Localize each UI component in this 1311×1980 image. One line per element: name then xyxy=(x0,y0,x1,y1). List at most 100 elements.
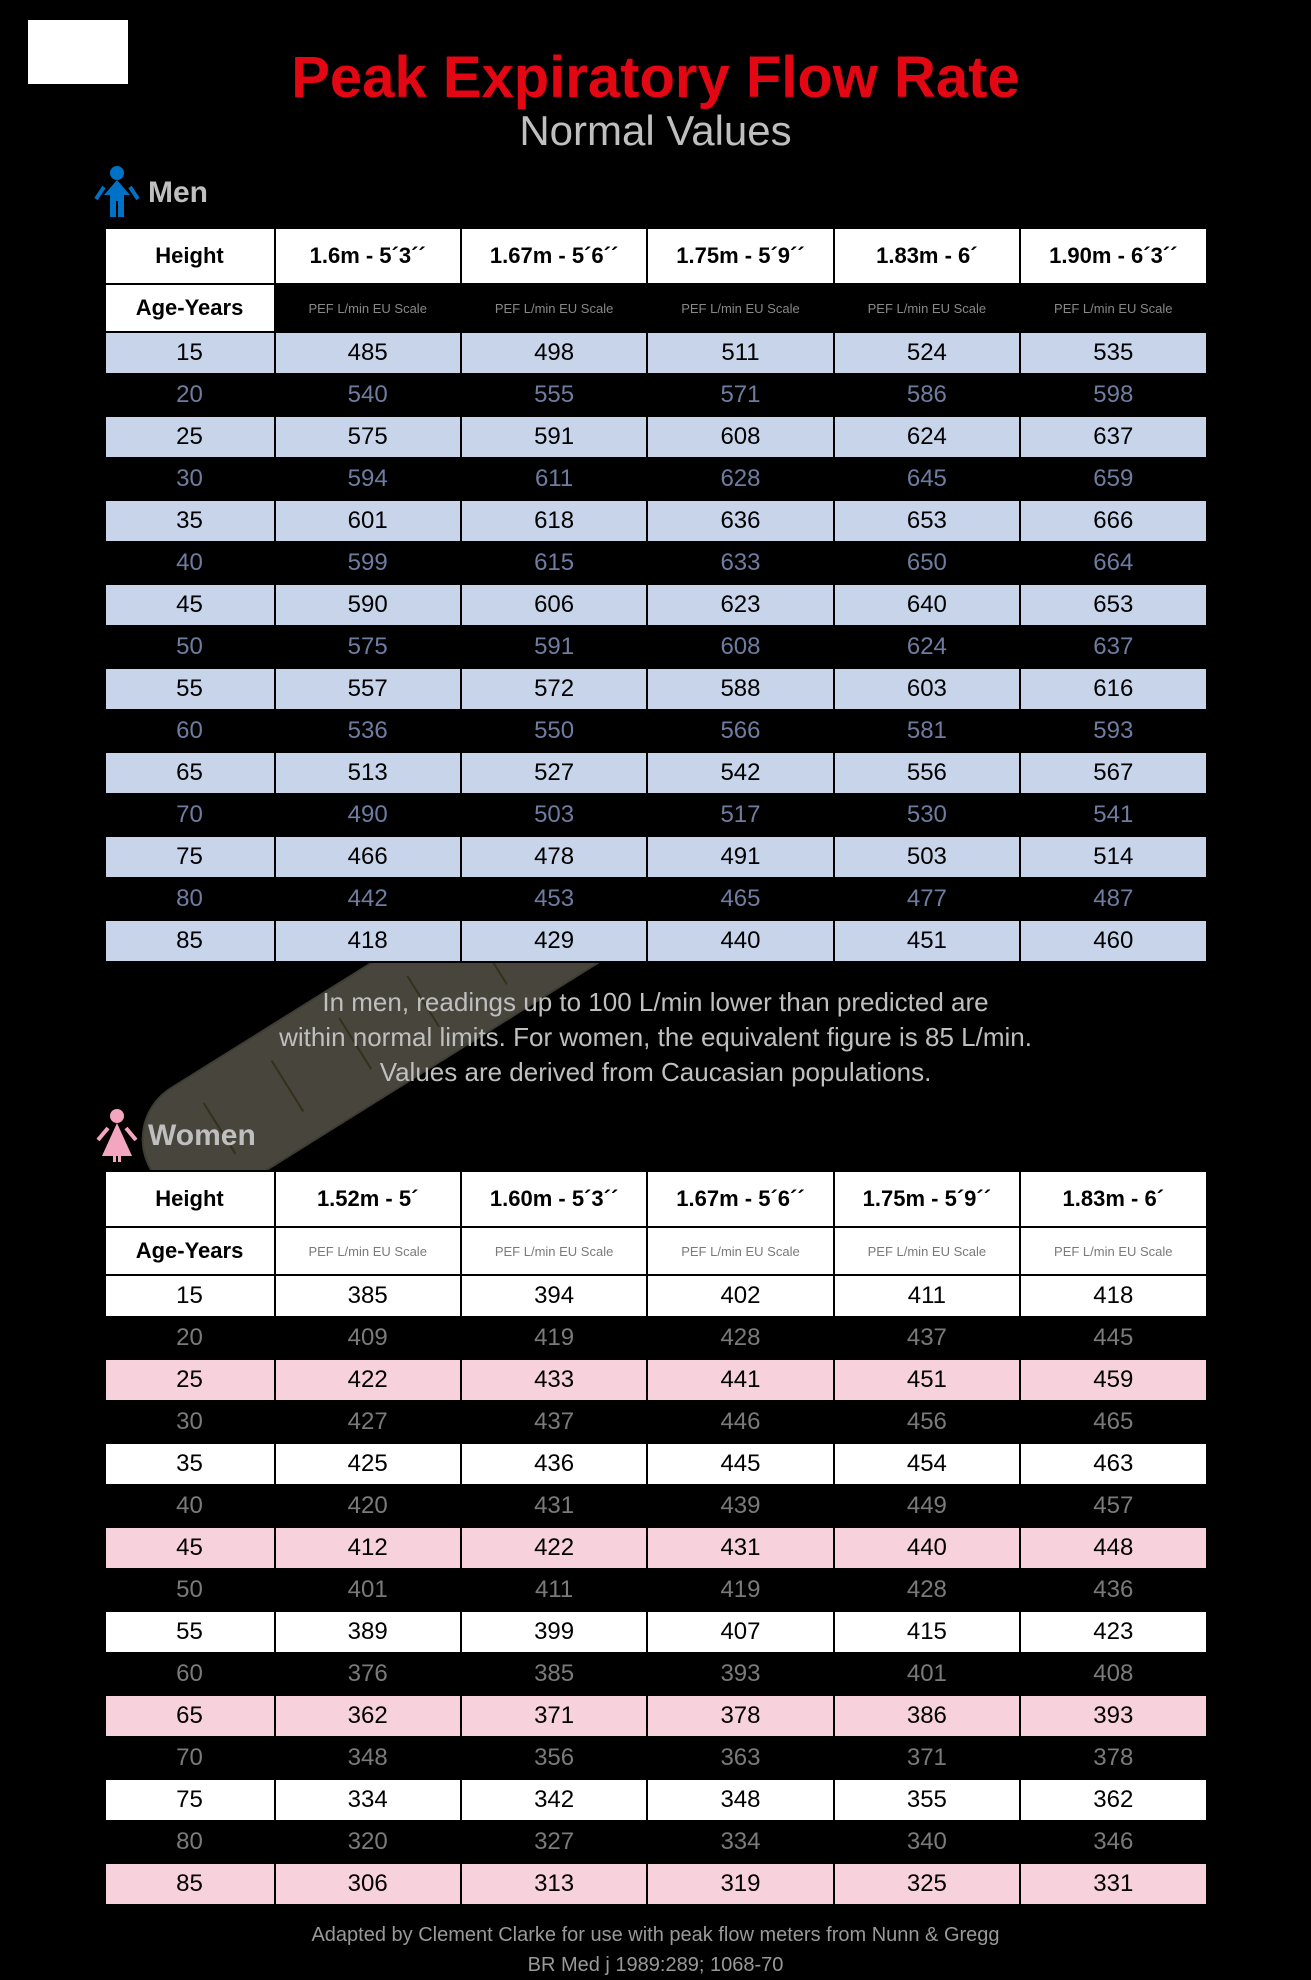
value-cell: 348 xyxy=(275,1737,461,1779)
height-column-header: 1.83m - 6´ xyxy=(1020,1171,1206,1227)
women-section-header: Women xyxy=(94,1108,1311,1164)
table-row: 80442453465477487 xyxy=(105,878,1207,920)
age-cell: 30 xyxy=(105,458,275,500)
table-row: 20409419428437445 xyxy=(105,1317,1207,1359)
value-cell: 540 xyxy=(275,374,461,416)
value-cell: 633 xyxy=(647,542,833,584)
age-cell: 85 xyxy=(105,1863,275,1905)
value-cell: 555 xyxy=(461,374,647,416)
value-cell: 440 xyxy=(647,920,833,962)
unit-subheader: PEF L/min EU Scale xyxy=(461,284,647,332)
men-age-header: Age-Years xyxy=(105,284,275,332)
height-column-header: 1.75m - 5´9´´ xyxy=(834,1171,1020,1227)
value-cell: 653 xyxy=(834,500,1020,542)
age-cell: 85 xyxy=(105,920,275,962)
age-cell: 35 xyxy=(105,1443,275,1485)
age-cell: 30 xyxy=(105,1401,275,1443)
value-cell: 451 xyxy=(834,1359,1020,1401)
value-cell: 448 xyxy=(1020,1527,1206,1569)
value-cell: 340 xyxy=(834,1821,1020,1863)
value-cell: 566 xyxy=(647,710,833,752)
value-cell: 445 xyxy=(647,1443,833,1485)
note-line: In men, readings up to 100 L/min lower t… xyxy=(156,985,1156,1020)
value-cell: 418 xyxy=(275,920,461,962)
age-cell: 65 xyxy=(105,1695,275,1737)
value-cell: 572 xyxy=(461,668,647,710)
value-cell: 628 xyxy=(647,458,833,500)
value-cell: 454 xyxy=(834,1443,1020,1485)
table-row: 80320327334340346 xyxy=(105,1821,1207,1863)
value-cell: 436 xyxy=(461,1443,647,1485)
value-cell: 431 xyxy=(461,1485,647,1527)
table-row: 65513527542556567 xyxy=(105,752,1207,794)
man-icon xyxy=(94,165,140,221)
value-cell: 466 xyxy=(275,836,461,878)
value-cell: 487 xyxy=(1020,878,1206,920)
value-cell: 541 xyxy=(1020,794,1206,836)
citation: Adapted by Clement Clarke for use with p… xyxy=(0,1920,1311,1980)
value-cell: 423 xyxy=(1020,1611,1206,1653)
value-cell: 399 xyxy=(461,1611,647,1653)
value-cell: 490 xyxy=(275,794,461,836)
table-row: 25575591608624637 xyxy=(105,416,1207,458)
value-cell: 401 xyxy=(275,1569,461,1611)
value-cell: 371 xyxy=(834,1737,1020,1779)
height-column-header: 1.67m - 5´6´´ xyxy=(647,1171,833,1227)
age-cell: 15 xyxy=(105,332,275,374)
women-table: Height 1.52m - 5´1.60m - 5´3´´1.67m - 5´… xyxy=(104,1170,1208,1906)
height-column-header: 1.6m - 5´3´´ xyxy=(275,228,461,284)
value-cell: 320 xyxy=(275,1821,461,1863)
men-section-label: Men xyxy=(148,176,208,210)
height-column-header: 1.60m - 5´3´´ xyxy=(461,1171,647,1227)
unit-subheader: PEF L/min EU Scale xyxy=(647,1227,833,1275)
value-cell: 457 xyxy=(1020,1485,1206,1527)
interpretation-note: In men, readings up to 100 L/min lower t… xyxy=(156,985,1156,1090)
table-row: 35601618636653666 xyxy=(105,500,1207,542)
table-row: 50401411419428436 xyxy=(105,1569,1207,1611)
value-cell: 616 xyxy=(1020,668,1206,710)
table-row: 75466478491503514 xyxy=(105,836,1207,878)
value-cell: 593 xyxy=(1020,710,1206,752)
table-row: 85306313319325331 xyxy=(105,1863,1207,1905)
value-cell: 594 xyxy=(275,458,461,500)
value-cell: 411 xyxy=(461,1569,647,1611)
value-cell: 362 xyxy=(275,1695,461,1737)
value-cell: 346 xyxy=(1020,1821,1206,1863)
value-cell: 418 xyxy=(1020,1275,1206,1317)
note-line: Values are derived from Caucasian popula… xyxy=(156,1055,1156,1090)
citation-line: BR Med j 1989:289; 1068-70 xyxy=(0,1950,1311,1980)
value-cell: 590 xyxy=(275,584,461,626)
value-cell: 408 xyxy=(1020,1653,1206,1695)
table-row: 70490503517530541 xyxy=(105,794,1207,836)
value-cell: 485 xyxy=(275,332,461,374)
value-cell: 393 xyxy=(647,1653,833,1695)
value-cell: 606 xyxy=(461,584,647,626)
age-cell: 75 xyxy=(105,836,275,878)
value-cell: 313 xyxy=(461,1863,647,1905)
age-cell: 45 xyxy=(105,1527,275,1569)
value-cell: 437 xyxy=(461,1401,647,1443)
unit-subheader: PEF L/min EU Scale xyxy=(275,284,461,332)
table-row: 25422433441451459 xyxy=(105,1359,1207,1401)
value-cell: 517 xyxy=(647,794,833,836)
table-row: 30427437446456465 xyxy=(105,1401,1207,1443)
value-cell: 586 xyxy=(834,374,1020,416)
value-cell: 611 xyxy=(461,458,647,500)
value-cell: 415 xyxy=(834,1611,1020,1653)
value-cell: 608 xyxy=(647,626,833,668)
value-cell: 530 xyxy=(834,794,1020,836)
value-cell: 624 xyxy=(834,626,1020,668)
age-cell: 45 xyxy=(105,584,275,626)
value-cell: 437 xyxy=(834,1317,1020,1359)
value-cell: 409 xyxy=(275,1317,461,1359)
table-row: 55389399407415423 xyxy=(105,1611,1207,1653)
value-cell: 591 xyxy=(461,626,647,668)
value-cell: 427 xyxy=(275,1401,461,1443)
unit-subheader: PEF L/min EU Scale xyxy=(834,1227,1020,1275)
age-cell: 55 xyxy=(105,1611,275,1653)
women-age-header: Age-Years xyxy=(105,1227,275,1275)
value-cell: 355 xyxy=(834,1779,1020,1821)
value-cell: 419 xyxy=(461,1317,647,1359)
value-cell: 428 xyxy=(834,1569,1020,1611)
value-cell: 412 xyxy=(275,1527,461,1569)
